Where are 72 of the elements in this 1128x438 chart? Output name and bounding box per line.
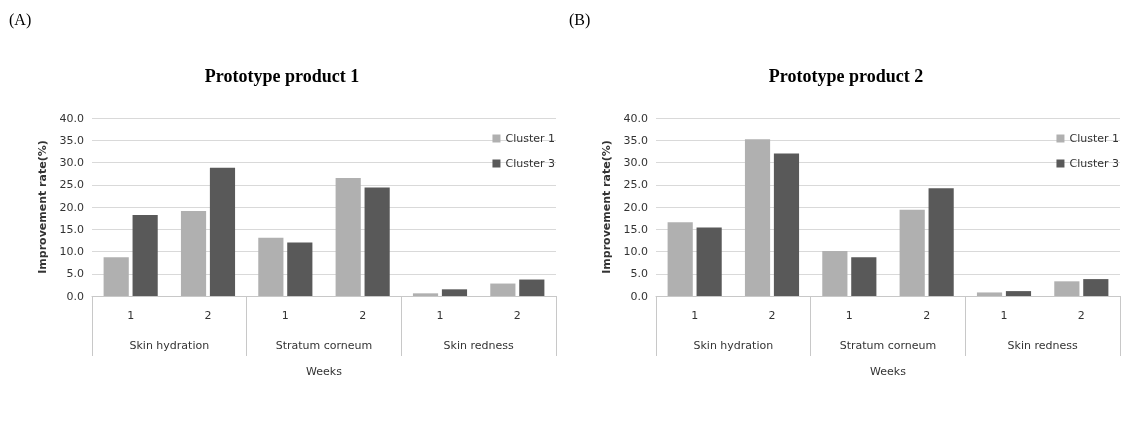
legend-label: Cluster 1 — [1069, 132, 1120, 145]
text: Stratum corneum — [839, 339, 937, 352]
text: Skin redness — [443, 339, 514, 352]
y-tick-label: 5.0 — [630, 267, 648, 281]
x-tick-label: 2 — [513, 309, 521, 322]
chart-title: Prototype product 1 — [204, 66, 360, 86]
bar — [822, 251, 848, 296]
y-tick-label: 15.0 — [623, 222, 648, 236]
y-tick-label: 10.0 — [59, 245, 84, 258]
bar — [928, 188, 954, 296]
y-tick-label: 40.0 — [59, 111, 84, 125]
bar — [976, 292, 1003, 296]
y-tick-label: 30.0 — [59, 156, 84, 169]
text: Skin redness — [1007, 339, 1078, 352]
text: Skin hydration — [129, 339, 210, 352]
legend-label: Cluster 1 — [505, 132, 556, 145]
x-tick-label: 2 — [768, 309, 776, 322]
bar — [899, 209, 925, 296]
bar — [744, 139, 771, 296]
y-tick-label: 35.0 — [59, 133, 84, 147]
y-tick-label: 30.0 — [623, 156, 648, 169]
y-tick-label: 35.0 — [623, 133, 648, 147]
legend-label: Cluster 3 — [1069, 157, 1120, 170]
bar — [490, 283, 516, 296]
bar — [209, 167, 236, 296]
y-tick-label: 25.0 — [623, 178, 648, 192]
text: Skin hydration — [693, 339, 774, 352]
bar — [258, 237, 284, 296]
bar — [364, 187, 390, 296]
bar — [696, 227, 722, 296]
x-tick-label: 1 — [436, 309, 444, 322]
x-tick-label: 2 — [359, 309, 367, 322]
y-tick-label: 0.0 — [630, 289, 648, 303]
legend-label: Cluster 3 — [505, 157, 556, 170]
bar — [1083, 279, 1109, 296]
y-tick-label: 15.0 — [59, 222, 84, 236]
bar — [519, 279, 545, 296]
y-tick-label: 20.0 — [623, 200, 648, 214]
y-tick-label: 40.0 — [623, 111, 648, 125]
bar — [1005, 291, 1032, 296]
x-tick-label: 1 — [281, 309, 289, 322]
x-tick-label: 1 — [691, 309, 699, 322]
x-axis-title: Weeks — [306, 365, 343, 378]
bar — [180, 211, 207, 296]
text: Stratum corneum — [275, 339, 373, 352]
x-tick-label: 2 — [923, 309, 931, 322]
y-tick-label: 5.0 — [66, 267, 84, 281]
x-tick-label: 1 — [1000, 309, 1008, 322]
bar — [851, 257, 877, 296]
bar — [335, 178, 361, 296]
bar — [412, 293, 439, 296]
x-tick-label: 1 — [845, 309, 853, 322]
bar — [441, 289, 468, 296]
bar — [667, 222, 693, 296]
y-tick-label: 0.0 — [66, 289, 84, 303]
x-tick-label: 2 — [1077, 309, 1085, 322]
bar — [132, 215, 158, 296]
y-tick-label: 25.0 — [59, 178, 84, 192]
chart-subtitle: (A) — [9, 10, 32, 29]
x-tick-label: 1 — [127, 309, 135, 322]
y-axis-title: Improvement rate(%) — [600, 140, 613, 274]
y-tick-label: 10.0 — [623, 245, 648, 258]
bar — [773, 153, 800, 296]
bar — [287, 242, 313, 296]
chart-title: Prototype product 2 — [768, 66, 924, 86]
chart-subtitle: (B) — [569, 10, 591, 29]
bar — [103, 257, 129, 296]
x-axis-title: Weeks — [870, 365, 907, 378]
bar — [1054, 281, 1080, 296]
x-tick-label: 2 — [204, 309, 212, 322]
y-axis-title: Improvement rate(%) — [36, 140, 49, 274]
y-tick-label: 20.0 — [59, 200, 84, 214]
